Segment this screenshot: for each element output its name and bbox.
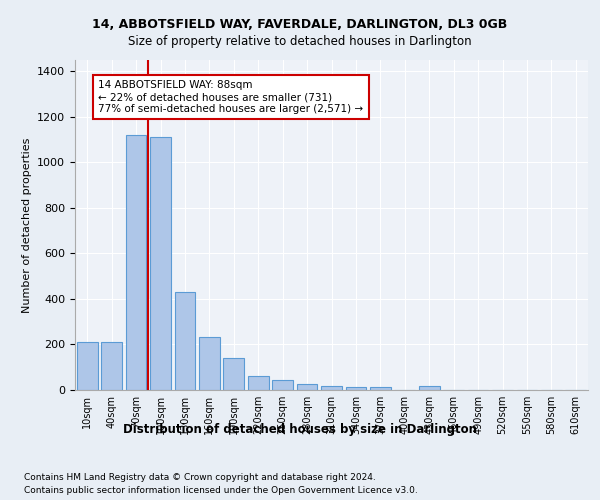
Text: Contains HM Land Registry data © Crown copyright and database right 2024.: Contains HM Land Registry data © Crown c… bbox=[24, 472, 376, 482]
Bar bbox=[370, 388, 391, 390]
Bar bbox=[125, 135, 146, 390]
Text: Distribution of detached houses by size in Darlington: Distribution of detached houses by size … bbox=[123, 422, 477, 436]
Bar bbox=[272, 380, 293, 390]
Bar bbox=[248, 376, 269, 390]
Text: 14, ABBOTSFIELD WAY, FAVERDALE, DARLINGTON, DL3 0GB: 14, ABBOTSFIELD WAY, FAVERDALE, DARLINGT… bbox=[92, 18, 508, 30]
Bar bbox=[150, 138, 171, 390]
Text: Contains public sector information licensed under the Open Government Licence v3: Contains public sector information licen… bbox=[24, 486, 418, 495]
Bar bbox=[321, 386, 342, 390]
Y-axis label: Number of detached properties: Number of detached properties bbox=[22, 138, 32, 312]
Bar bbox=[77, 342, 98, 390]
Bar bbox=[101, 342, 122, 390]
Bar bbox=[223, 358, 244, 390]
Text: 14 ABBOTSFIELD WAY: 88sqm
← 22% of detached houses are smaller (731)
77% of semi: 14 ABBOTSFIELD WAY: 88sqm ← 22% of detac… bbox=[98, 80, 364, 114]
Bar bbox=[346, 388, 367, 390]
Bar bbox=[419, 386, 440, 390]
Bar bbox=[175, 292, 196, 390]
Bar bbox=[296, 384, 317, 390]
Bar bbox=[199, 336, 220, 390]
Text: Size of property relative to detached houses in Darlington: Size of property relative to detached ho… bbox=[128, 35, 472, 48]
